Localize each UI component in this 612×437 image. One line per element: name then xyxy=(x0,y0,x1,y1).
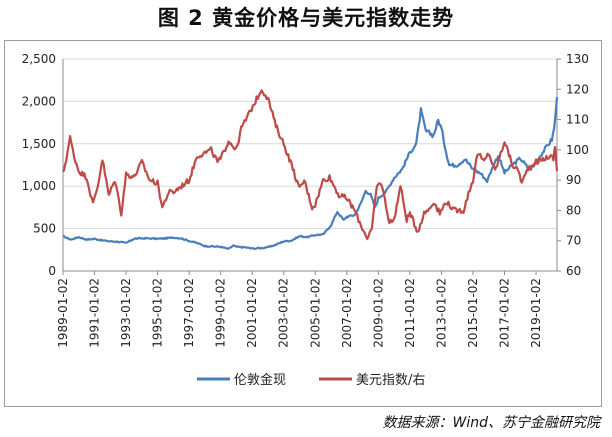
x-tick-label: 2017-01-02 xyxy=(497,278,511,348)
x-tick-label: 1989-01-02 xyxy=(56,278,70,348)
left-tick-label: 2,000 xyxy=(22,94,56,108)
x-tick-label: 2003-01-02 xyxy=(277,278,291,348)
left-tick-label: 500 xyxy=(33,222,56,236)
x-tick-label: 1993-01-02 xyxy=(119,278,133,348)
x-tick-label: 2007-01-02 xyxy=(340,278,354,348)
gridlines xyxy=(63,58,557,230)
x-tick-label: 2015-01-02 xyxy=(466,278,480,348)
legend-item-gold: 伦敦金现 xyxy=(197,372,286,388)
legend-label: 伦敦金现 xyxy=(234,372,286,388)
x-tick-label: 1991-01-02 xyxy=(88,278,102,348)
london-gold-line xyxy=(62,97,559,251)
series-lines xyxy=(62,89,559,251)
x-tick-label: 1999-01-02 xyxy=(214,278,228,348)
x-tick-label: 2019-01-02 xyxy=(529,278,543,348)
x-tick-label: 2009-01-02 xyxy=(371,278,385,348)
chart-title: 图 2 黄金价格与美元指数走势 xyxy=(157,6,455,30)
left-tick-label: 1,000 xyxy=(22,179,56,193)
x-tick-label: 2011-01-02 xyxy=(403,278,417,348)
x-tick-label: 1997-01-02 xyxy=(182,278,196,348)
chart-frame xyxy=(4,40,602,407)
data-source-note: 数据来源：Wind、苏宁金融研究院 xyxy=(382,415,601,431)
legend-item-usd: 美元指数/右 xyxy=(319,373,425,388)
right-tick-label: 130 xyxy=(566,52,589,66)
right-axis-ticks: 60 70 80 90 100 110 120 130 xyxy=(557,52,589,278)
right-tick-label: 90 xyxy=(566,173,581,187)
x-tick-label: 2013-01-02 xyxy=(434,278,448,348)
x-tick-label: 2005-01-02 xyxy=(308,278,322,348)
usd-index-line xyxy=(62,89,559,241)
x-tick-label: 1995-01-02 xyxy=(151,278,165,348)
right-tick-label: 80 xyxy=(566,203,581,217)
x-axis-ticks: 1989-01-02 1991-01-02 1993-01-02 1995-01-02… xyxy=(56,271,543,348)
left-tick-label: 0 xyxy=(48,264,56,278)
right-tick-label: 70 xyxy=(566,234,581,248)
left-tick-label: 2,500 xyxy=(22,52,56,66)
right-tick-label: 60 xyxy=(566,264,581,278)
right-tick-label: 110 xyxy=(566,113,589,127)
legend-label: 美元指数/右 xyxy=(356,373,425,388)
left-axis-ticks: 0 500 1,000 1,500 2,000 2,500 xyxy=(22,52,56,278)
right-tick-label: 120 xyxy=(566,82,589,96)
legend: 伦敦金现 美元指数/右 xyxy=(197,372,425,388)
right-tick-label: 100 xyxy=(566,143,589,157)
left-tick-label: 1,500 xyxy=(22,137,56,151)
x-tick-label: 2001-01-02 xyxy=(245,278,259,348)
